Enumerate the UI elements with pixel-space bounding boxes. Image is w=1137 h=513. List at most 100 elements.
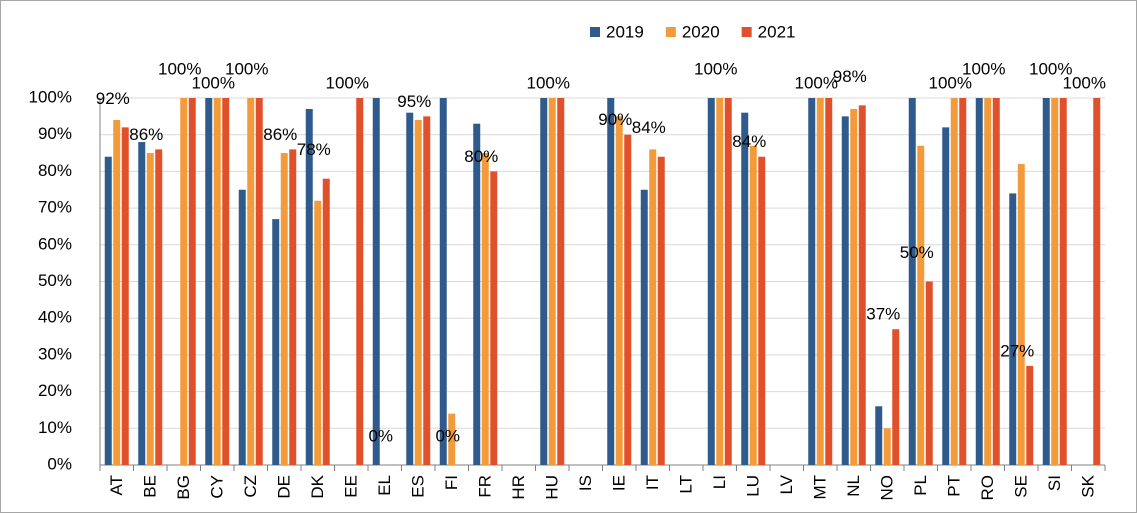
bar [247,98,255,465]
bar [1051,98,1059,465]
bar [808,98,816,465]
data-label: 0% [435,426,460,445]
bar [649,149,657,465]
bar [540,98,548,465]
data-label: 0% [368,426,393,445]
bar [942,127,950,466]
legend-swatch [590,27,600,37]
y-tick-label: 100% [29,87,72,106]
bar [1009,193,1017,466]
data-label: 27% [1000,341,1034,360]
bar [481,153,489,466]
data-label: 100% [929,73,972,92]
y-tick-label: 50% [38,271,72,290]
bar [222,98,230,465]
x-tick-label: IS [576,475,595,491]
bar [850,109,858,465]
x-tick-label: SK [1079,474,1098,497]
bar [280,153,288,466]
x-tick-label: IE [610,475,629,491]
x-tick-label: RO [978,475,997,501]
bar [557,98,565,465]
legend-swatch [741,27,752,37]
bar [372,98,380,465]
bar [490,171,498,465]
bar [272,219,280,465]
bar [892,329,900,465]
bar [238,189,246,465]
data-label: 100% [694,59,737,78]
bar [113,120,121,466]
data-label: 100% [962,59,1005,78]
data-label: 100% [795,73,838,92]
legend-swatch [665,27,676,37]
bar [917,145,925,465]
x-tick-label: PT [945,475,964,497]
bar [439,98,447,465]
x-tick-label: PL [911,475,930,496]
x-tick-label: SI [1045,475,1064,491]
bar [1042,98,1050,465]
bar [992,98,1000,465]
bar [950,98,958,465]
bar [724,98,732,465]
bar [138,142,146,466]
data-label: 86% [263,125,297,144]
bar [180,98,188,465]
bar [146,153,154,466]
data-label: 100% [1029,59,1072,78]
bar [908,98,916,465]
bar [624,134,632,465]
data-label: 100% [326,73,369,92]
bar [1093,98,1101,465]
bar [607,98,615,465]
x-tick-label: EL [375,475,394,496]
data-label: 37% [866,305,900,324]
bar [322,178,330,466]
data-label: 92% [96,89,130,108]
bar [205,98,213,465]
data-label: 98% [833,67,867,86]
legend-label: 2020 [682,22,720,41]
bar [548,98,556,465]
x-tick-label: CY [208,475,227,499]
data-label: 100% [225,59,268,78]
x-tick-label: DK [308,474,327,498]
bar [741,112,749,466]
data-label: 50% [900,243,934,262]
bar [825,98,833,465]
x-tick-label: BE [141,475,160,498]
bar [389,465,397,466]
y-tick-label: 90% [38,124,72,143]
data-label: 80% [464,147,498,166]
x-tick-label: IT [643,475,662,490]
y-tick-label: 40% [38,308,72,327]
data-label: 84% [632,118,666,137]
data-label: 84% [732,132,766,151]
y-tick-label: 20% [38,381,72,400]
x-tick-label: MT [811,475,830,500]
bar [305,109,313,465]
data-label: 90% [598,110,632,129]
bar [456,465,464,466]
x-tick-label: SE [1012,475,1031,498]
bar [1059,98,1067,465]
x-tick-label: BG [174,475,193,500]
data-label: 100% [1063,73,1106,92]
data-label: 86% [129,125,163,144]
x-tick-label: LI [710,475,729,489]
x-tick-label: NL [844,475,863,497]
bar [615,116,623,465]
legend-label: 2019 [606,22,644,41]
data-label: 100% [527,73,570,92]
bar [716,98,724,465]
x-tick-label: LU [744,475,763,497]
y-tick-label: 60% [38,234,72,253]
bar [289,149,297,465]
bar [858,105,866,465]
data-label: 78% [297,140,331,159]
bar [640,189,648,465]
x-tick-label: EE [342,475,361,498]
bar [188,98,196,465]
bar [406,112,414,466]
